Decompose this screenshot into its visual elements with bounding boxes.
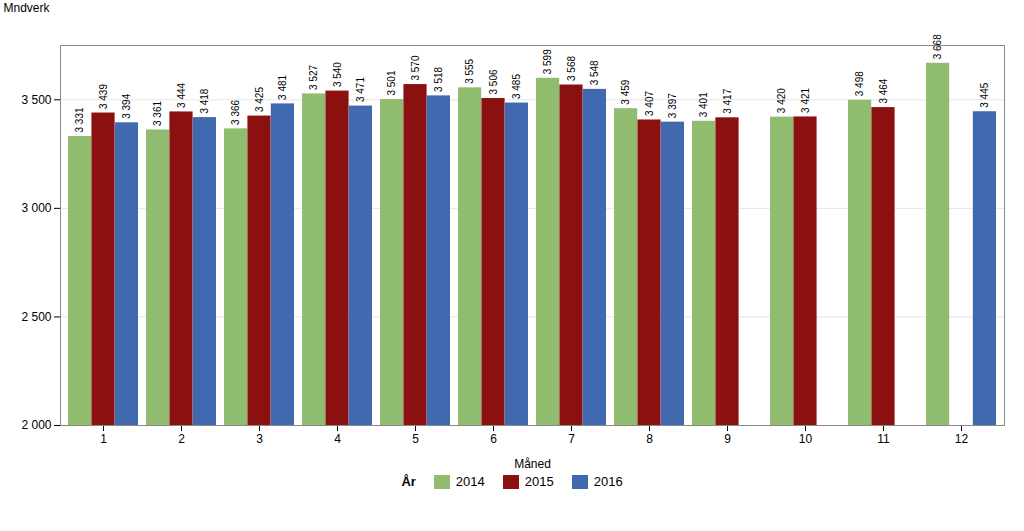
svg-text:1: 1 — [100, 432, 107, 446]
svg-text:3 464: 3 464 — [878, 78, 889, 103]
svg-text:3 418: 3 418 — [199, 88, 210, 113]
svg-text:3 668: 3 668 — [932, 34, 943, 59]
svg-text:2: 2 — [178, 432, 185, 446]
svg-text:9: 9 — [724, 432, 731, 446]
svg-text:12: 12 — [955, 432, 969, 446]
svg-text:2 000: 2 000 — [21, 418, 51, 432]
svg-text:3 417: 3 417 — [722, 88, 733, 113]
svg-text:3 407: 3 407 — [644, 91, 655, 116]
svg-text:3 500: 3 500 — [21, 93, 51, 107]
svg-text:3 445: 3 445 — [979, 82, 990, 107]
svg-text:3 485: 3 485 — [511, 74, 522, 99]
svg-text:3 501: 3 501 — [386, 70, 397, 95]
svg-text:2 500: 2 500 — [21, 310, 51, 324]
svg-text:Mndverk: Mndverk — [4, 1, 51, 15]
html-text:År: År — [401, 474, 416, 489]
svg-text:3 481: 3 481 — [277, 74, 288, 99]
svg-text:11: 11 — [877, 432, 890, 446]
svg-text:3 420: 3 420 — [776, 88, 787, 113]
svg-text:3 444: 3 444 — [176, 82, 187, 107]
html-text:2014: 2014 — [455, 474, 485, 489]
svg-text:3 361: 3 361 — [152, 101, 163, 126]
svg-text:3 425: 3 425 — [254, 87, 265, 112]
svg-text:3 568: 3 568 — [566, 56, 577, 81]
svg-text:3 498: 3 498 — [854, 71, 865, 96]
svg-text:3 599: 3 599 — [542, 49, 553, 74]
svg-text:3 397: 3 397 — [667, 93, 678, 118]
svg-text:4: 4 — [334, 432, 341, 446]
html-text:2015: 2015 — [524, 474, 554, 489]
svg-text:10: 10 — [799, 432, 813, 446]
svg-text:3 540: 3 540 — [332, 62, 343, 87]
svg-text:3 555: 3 555 — [464, 58, 475, 83]
svg-text:3 439: 3 439 — [98, 84, 109, 109]
svg-text:3 527: 3 527 — [308, 64, 319, 89]
svg-text:6: 6 — [490, 432, 497, 446]
svg-text:3 394: 3 394 — [121, 93, 132, 118]
svg-text:3 548: 3 548 — [589, 60, 600, 85]
svg-text:3 459: 3 459 — [620, 79, 631, 104]
svg-text:8: 8 — [646, 432, 653, 446]
svg-text:3 331: 3 331 — [74, 107, 85, 132]
svg-text:3 471: 3 471 — [355, 77, 366, 102]
svg-text:3 000: 3 000 — [21, 201, 51, 215]
html-text:2016: 2016 — [593, 474, 623, 489]
svg-text:3: 3 — [256, 432, 263, 446]
svg-text:5: 5 — [412, 432, 419, 446]
svg-text:3 401: 3 401 — [698, 92, 709, 117]
svg-text:3 518: 3 518 — [433, 66, 444, 91]
svg-text:7: 7 — [568, 432, 575, 446]
svg-text:3 570: 3 570 — [410, 55, 421, 80]
svg-text:3 506: 3 506 — [488, 69, 499, 94]
svg-text:3 421: 3 421 — [800, 87, 811, 112]
svg-text:Måned: Måned — [514, 457, 551, 471]
svg-text:3 366: 3 366 — [230, 99, 241, 124]
